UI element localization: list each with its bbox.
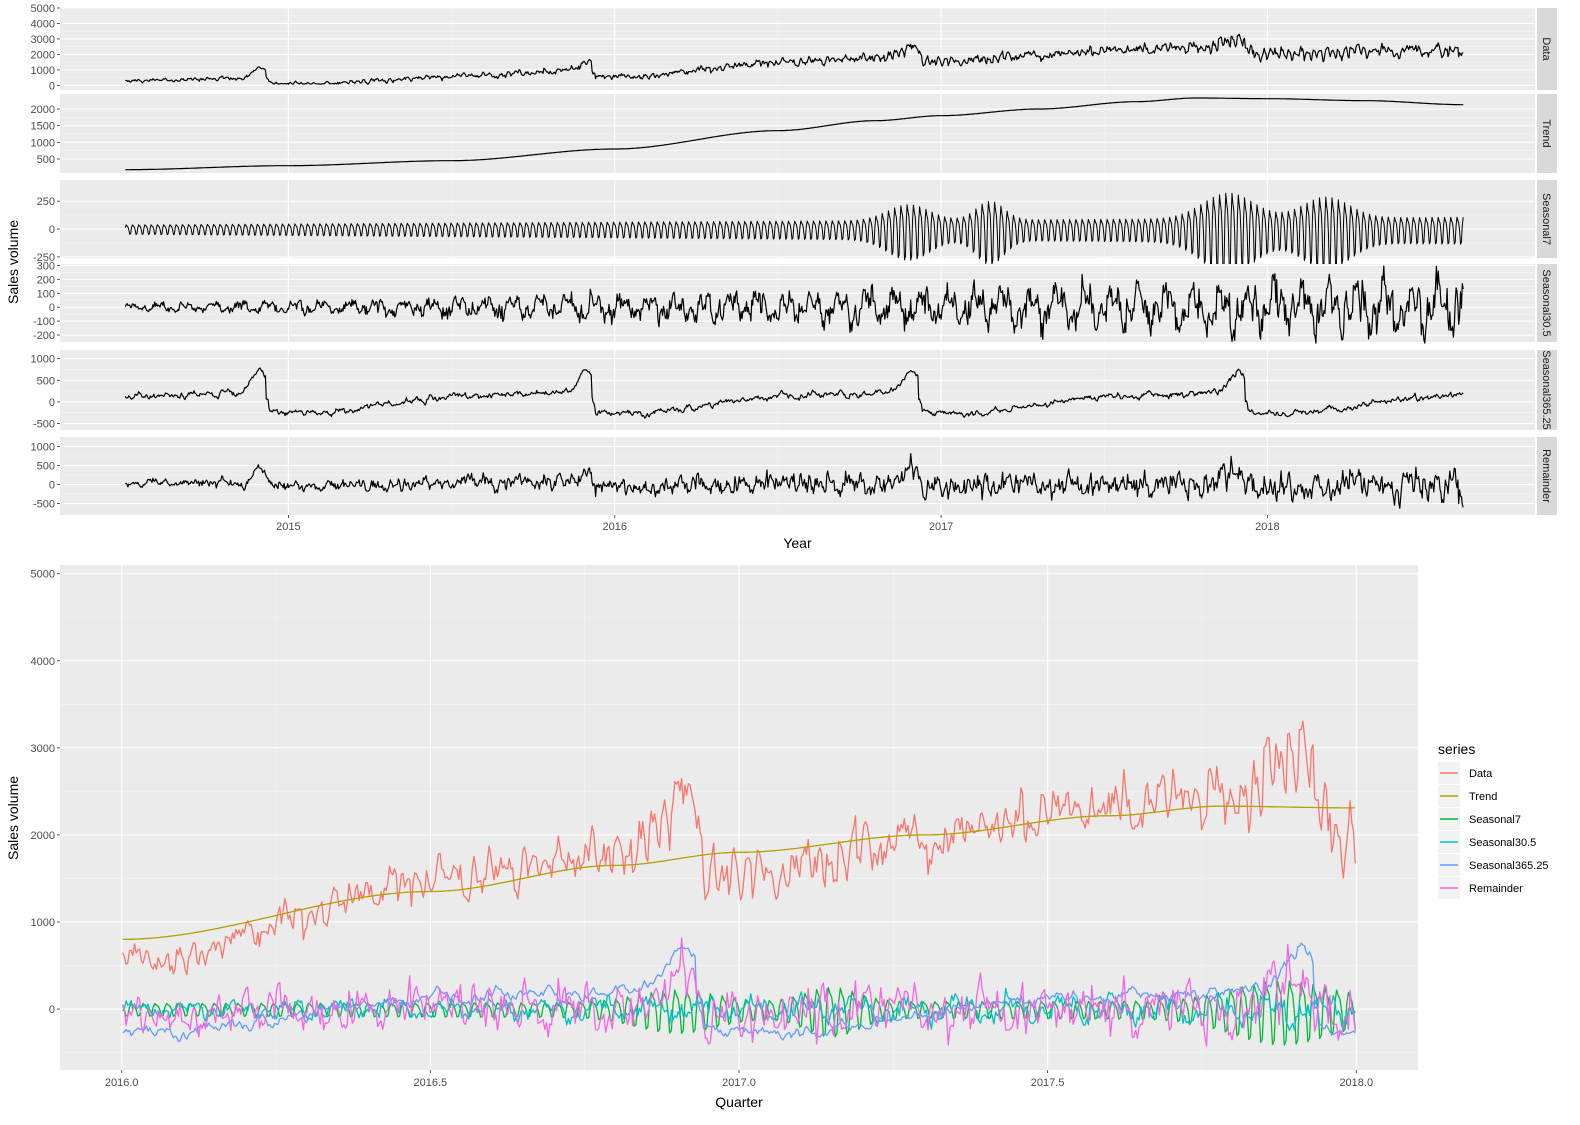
y-tick-label: 100 xyxy=(37,288,55,300)
y-tick-label: 1000 xyxy=(31,917,55,929)
facet-strip-label: Seasonal30.5 xyxy=(1540,269,1552,336)
x-tick-label: 2016.5 xyxy=(414,1077,448,1089)
y-axis-title: Sales volume xyxy=(5,220,21,304)
x-tick-label: 2016.0 xyxy=(105,1077,139,1089)
x-tick-label: 2017.5 xyxy=(1031,1077,1065,1089)
y-tick-label: 3000 xyxy=(31,743,55,755)
facet-strip xyxy=(1537,437,1557,515)
y-tick-label: 2000 xyxy=(31,104,55,116)
x-tick-label: 2017 xyxy=(929,521,953,533)
series-line-seasonal30 xyxy=(124,265,1464,344)
facet-strip xyxy=(1537,264,1557,342)
y-tick-label: 0 xyxy=(49,1004,55,1016)
y-tick-label: 300 xyxy=(37,260,55,272)
y-tick-label: 3000 xyxy=(31,34,55,46)
series-line-data xyxy=(125,33,1464,85)
y-tick-label: 5000 xyxy=(31,569,55,581)
legend-title: series xyxy=(1438,741,1475,757)
series-line-seasonal365 xyxy=(124,367,1464,419)
y-tick-label: 500 xyxy=(37,461,55,473)
legend-item-seasonal30: Seasonal30.5 xyxy=(1438,831,1536,853)
legend: series Data Trend Seasonal7 Seasonal30.5 Seas… xyxy=(1438,741,1549,899)
y-tick-label: 1000 xyxy=(31,442,55,454)
facet-panel-trend: 500 1000 1500 2000 Trend xyxy=(31,94,1557,173)
legend-item-trend: Trend xyxy=(1438,785,1497,807)
y-tick-label: 200 xyxy=(37,274,55,286)
legend-label: Data xyxy=(1469,768,1493,780)
y-tick-label: -500 xyxy=(33,499,55,511)
y-tick-label: 500 xyxy=(37,154,55,166)
series-line-data xyxy=(122,720,1356,976)
y-tick-label: 250 xyxy=(37,196,55,208)
facet-strip-label: Seasonal7 xyxy=(1540,193,1552,245)
legend-label: Seasonal7 xyxy=(1469,814,1521,826)
series-line-remainder xyxy=(124,453,1464,509)
y-tick-label: -100 xyxy=(33,316,55,328)
series-line-trend xyxy=(125,97,1464,171)
y-tick-label: 0 xyxy=(49,302,55,314)
x-axis-title: Year xyxy=(783,535,812,551)
y-axis-title: Sales volume xyxy=(5,776,21,860)
y-tick-label: 1500 xyxy=(31,121,55,133)
x-tick-label: 2018.0 xyxy=(1339,1077,1373,1089)
facet-panel-seasonal7: -250 0 250 Seasonal7 xyxy=(33,180,1557,276)
y-tick-label: 5000 xyxy=(31,3,55,15)
legend-label: Trend xyxy=(1469,791,1497,803)
legend-item-seasonal365: Seasonal365.25 xyxy=(1438,854,1549,876)
facet-panel-remainder: -500 0 500 1000 Remainder xyxy=(31,437,1557,515)
y-tick-label: 4000 xyxy=(31,656,55,668)
series-line-seasonal7 xyxy=(122,980,1356,1046)
legend-item-seasonal7: Seasonal7 xyxy=(1438,808,1521,830)
y-tick-label: 0 xyxy=(49,480,55,492)
x-tick-label: 2015 xyxy=(276,521,300,533)
y-tick-label: 0 xyxy=(49,397,55,409)
facet-strip-label: Seasonal365.25 xyxy=(1540,350,1552,430)
y-tick-label: 2000 xyxy=(31,830,55,842)
faceted-decomposition-chart: 010002000300040005000Data500100015002000… xyxy=(5,3,1557,551)
x-tick-label: 2016 xyxy=(603,521,627,533)
overlay-components-chart: 0 1000 2000 3000 4000 5000 2016.0 2016.5 2017.0 2… xyxy=(5,565,1549,1110)
x-axis-title: Quarter xyxy=(715,1094,763,1110)
y-tick-label: -250 xyxy=(33,252,55,264)
facet-panel-seasonal365: -500 0 500 1000 Seasonal365.25 xyxy=(31,350,1557,431)
panel-background xyxy=(60,8,1535,90)
legend-label: Remainder xyxy=(1469,883,1523,895)
y-tick-label: 0 xyxy=(49,224,55,236)
legend-label: Seasonal30.5 xyxy=(1469,837,1536,849)
facet-strip xyxy=(1537,350,1557,430)
legend-item-data: Data xyxy=(1438,762,1493,784)
y-tick-label: -200 xyxy=(33,330,55,342)
y-tick-label: 500 xyxy=(37,375,55,387)
y-tick-label: 4000 xyxy=(31,18,55,30)
facet-strip-label: Data xyxy=(1540,37,1552,61)
y-tick-label: 1000 xyxy=(31,137,55,149)
panel-background xyxy=(60,350,1535,430)
x-tick-label: 2017.0 xyxy=(722,1077,756,1089)
facet-strip xyxy=(1537,8,1557,90)
facet-panel-data: 0 1000 2000 3000 4000 5000 Data xyxy=(31,3,1557,92)
facet-strip xyxy=(1537,94,1557,173)
y-tick-label: 2000 xyxy=(31,49,55,61)
series-line-remainder xyxy=(122,937,1356,1047)
legend-label: Seasonal365.25 xyxy=(1469,860,1549,872)
y-tick-label: 0 xyxy=(49,80,55,92)
y-tick-label: 1000 xyxy=(31,354,55,366)
facet-strip-label: Remainder xyxy=(1540,449,1552,503)
legend-item-remainder: Remainder xyxy=(1438,877,1523,899)
panel-background xyxy=(60,94,1535,173)
x-tick-label: 2018 xyxy=(1255,521,1279,533)
facet-strip-label: Trend xyxy=(1540,119,1552,147)
y-tick-label: 1000 xyxy=(31,65,55,77)
facet-strip xyxy=(1537,180,1557,258)
panel-background xyxy=(60,180,1535,258)
series-line-trend xyxy=(122,805,1356,941)
facet-panel-seasonal30: -200 -100 0 100 200 300 Seasonal30.5 xyxy=(33,260,1557,344)
y-tick-label: -500 xyxy=(33,419,55,431)
series-line-seasonal7 xyxy=(124,192,1464,276)
series-line-seasonal365 xyxy=(122,942,1356,1043)
